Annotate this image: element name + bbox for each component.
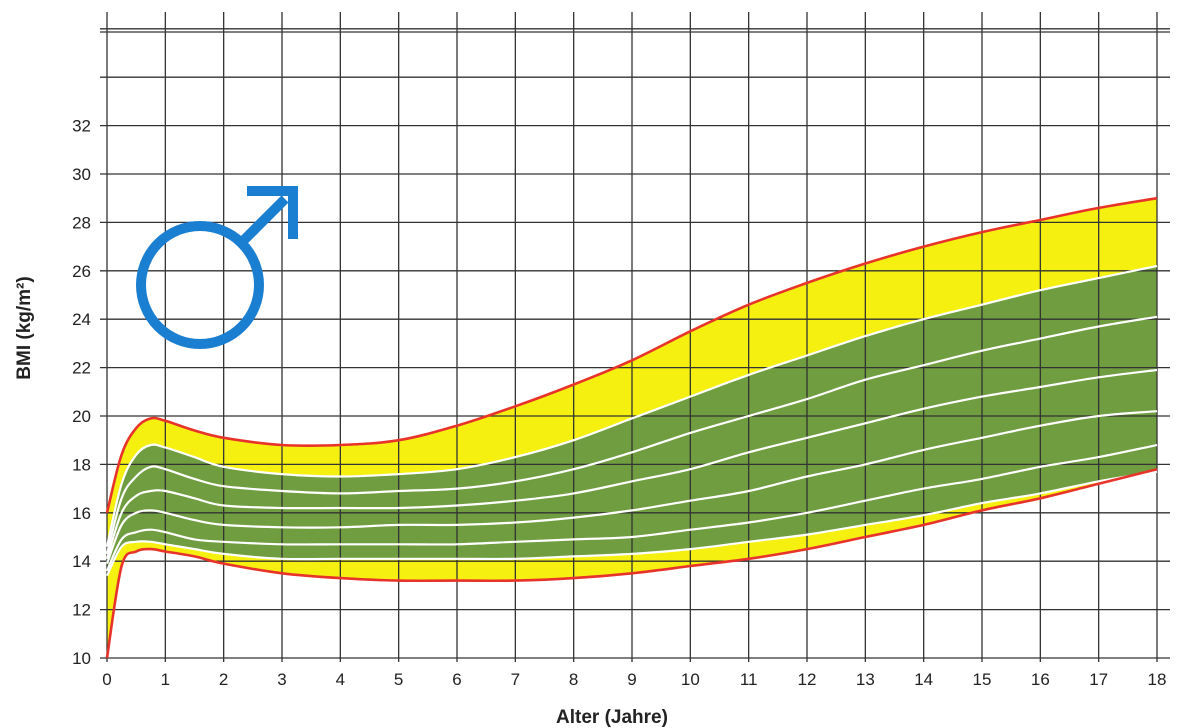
x-tick-label: 11 [740,670,758,689]
x-tick-label: 17 [1089,670,1108,689]
x-tick-label: 1 [161,670,170,689]
y-tick-label: 14 [72,552,91,571]
x-tick-label: 16 [1031,670,1050,689]
x-tick-label: 13 [856,670,875,689]
percentile-boundary-line [105,467,1158,659]
x-tick-label: 7 [511,670,520,689]
x-tick-label: 2 [219,670,228,689]
y-tick-label: 32 [72,117,91,136]
y-tick-label: 18 [72,455,91,474]
x-tick-label: 14 [914,670,933,689]
x-axis-title: Alter (Jahre) [556,707,668,728]
x-tick-label: 15 [973,670,992,689]
percentile-line [105,368,1158,560]
y-tick-label: 24 [72,310,91,329]
x-axis-ticks: 0 1 2 3 4 5 6 7 8 9 10 11 12 13 14 15 16 17 18 [102,670,1166,689]
percentile-line [105,315,1158,555]
x-tick-label: 9 [627,670,636,689]
x-tick-label: 3 [277,670,286,689]
y-tick-label: 16 [72,504,91,523]
x-tick-label: 18 [1148,670,1167,689]
y-tick-label: 20 [72,407,91,426]
x-tick-label: 6 [452,670,461,689]
x-tick-label: 8 [569,670,578,689]
x-tick-label: 12 [798,670,817,689]
percentile-line [106,470,1158,577]
percentile-line [105,264,1158,547]
y-tick-label: 10 [72,649,91,668]
percentile-lines [105,196,1158,659]
y-tick-label: 22 [72,359,91,378]
y-tick-label: 28 [72,213,91,232]
y-tick-label: 12 [72,601,91,620]
y-tick-label: 30 [72,165,91,184]
x-tick-label: 10 [681,670,700,689]
percentile-boundary-line [105,196,1158,514]
y-tick-label: 26 [72,262,91,281]
percentile-line [105,410,1158,564]
y-axis-title: BMI (kg/m²) [14,276,35,379]
x-tick-label: 4 [336,670,345,689]
x-tick-label: 0 [102,670,111,689]
y-axis-ticks: 10 12 14 16 18 20 22 24 26 28 30 32 [72,117,91,668]
percentile-line [105,443,1158,572]
male-symbol-icon [136,186,298,349]
x-tick-label: 5 [394,670,403,689]
